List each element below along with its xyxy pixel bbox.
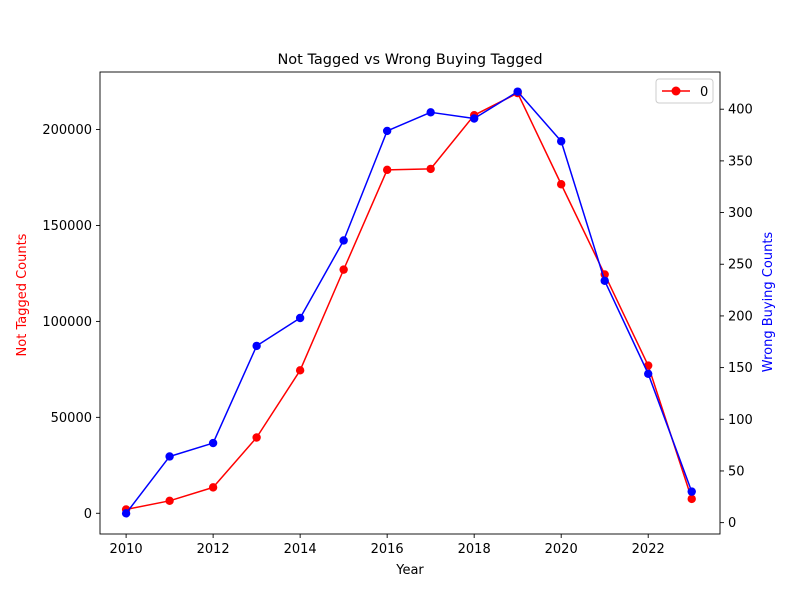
wrong-buying-point-2011: [165, 452, 174, 461]
plot-layer: [121, 87, 696, 518]
not-tagged-point-2015: [339, 265, 348, 274]
left-y-tick-label-150000: 150000: [42, 219, 92, 234]
right-y-tick-label-100: 100: [728, 413, 753, 428]
wrong-buying-point-2023: [687, 487, 696, 496]
x-tick-label-2014: 2014: [284, 542, 317, 557]
right-y-tick-label-250: 250: [728, 258, 753, 273]
wrong-buying-point-2014: [295, 313, 305, 323]
right-y-tick-label-400: 400: [728, 103, 753, 118]
left-y-tick-label-100000: 100000: [42, 315, 92, 330]
legend-marker-swatch: [671, 86, 681, 96]
plot-frame: [99, 71, 721, 535]
not-tagged-point-2017: [426, 164, 435, 174]
wrong-buying-point-2010: [121, 509, 131, 518]
not-tagged-point-2016: [382, 165, 392, 175]
wrong-buying-point-2016: [382, 126, 392, 136]
series-line-wrong-buying: [125, 90, 693, 514]
legend-entry-0: 0: [700, 85, 708, 100]
legend: 0: [655, 78, 714, 104]
right-y-tick-label-300: 300: [728, 206, 753, 221]
wrong-buying-point-2019: [513, 87, 522, 96]
right-axis-label: Wrong Buying Counts: [761, 232, 776, 373]
wrong-buying-point-2020: [556, 137, 566, 146]
axes-layer: 2010 2012 2014 2016 2018 2020 2022 0 50000 100000…: [42, 71, 753, 557]
x-tick-label-2022: 2022: [632, 542, 665, 557]
not-tagged-point-2023: [687, 494, 696, 504]
right-y-tick-label-150: 150: [728, 361, 753, 376]
chart-title: Not Tagged vs Wrong Buying Tagged: [277, 52, 542, 68]
right-y-tick-label-350: 350: [728, 154, 753, 169]
left-y-tick-label-50000: 50000: [51, 411, 92, 426]
wrong-buying-point-2015: [339, 236, 348, 245]
not-tagged-point-2013: [252, 433, 261, 442]
wrong-buying-point-2022: [644, 369, 653, 378]
x-axis-label: Year: [395, 563, 424, 578]
x-tick-label-2012: 2012: [197, 542, 230, 557]
right-y-tick-label-200: 200: [728, 309, 753, 324]
not-tagged-point-2014: [295, 366, 305, 375]
right-y-tick-label-50: 50: [728, 464, 745, 479]
x-tick-label-2010: 2010: [110, 542, 143, 557]
right-y-tick-label-0: 0: [728, 516, 736, 531]
left-axis-label: Not Tagged Counts: [15, 233, 30, 356]
x-tick-label-2016: 2016: [371, 542, 404, 557]
wrong-buying-point-2018: [469, 114, 479, 123]
x-tick-label-2020: 2020: [545, 542, 578, 557]
left-y-tick-label-0: 0: [84, 507, 92, 522]
not-tagged-point-2020: [556, 180, 566, 189]
not-tagged-point-2011: [165, 496, 174, 506]
wrong-buying-point-2017: [426, 108, 435, 117]
not-tagged-point-2012: [208, 483, 218, 492]
left-y-tick-label-200000: 200000: [42, 123, 92, 138]
x-tick-label-2018: 2018: [458, 542, 491, 557]
wrong-buying-point-2013: [252, 341, 261, 351]
wrong-buying-point-2012: [208, 438, 218, 448]
wrong-buying-point-2021: [600, 276, 609, 285]
